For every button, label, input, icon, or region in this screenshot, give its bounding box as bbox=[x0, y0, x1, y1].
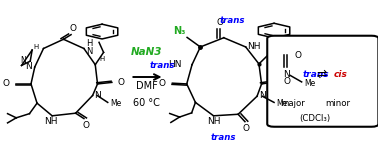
Text: NH: NH bbox=[207, 117, 220, 126]
Text: NaN3: NaN3 bbox=[131, 47, 163, 57]
Text: trans: trans bbox=[220, 16, 245, 25]
Text: DMF: DMF bbox=[136, 81, 158, 91]
Text: O: O bbox=[70, 24, 76, 33]
Text: cis: cis bbox=[333, 70, 347, 79]
Text: O: O bbox=[3, 79, 10, 88]
Text: minor: minor bbox=[325, 99, 350, 108]
Text: O: O bbox=[118, 78, 125, 87]
Text: N: N bbox=[25, 63, 32, 71]
Text: H: H bbox=[99, 56, 104, 62]
Text: N: N bbox=[94, 91, 101, 100]
Text: N: N bbox=[283, 70, 290, 79]
Text: Me: Me bbox=[110, 99, 121, 108]
Text: O: O bbox=[217, 18, 223, 27]
Text: O: O bbox=[294, 51, 301, 60]
Text: N: N bbox=[21, 56, 26, 65]
Text: N₃: N₃ bbox=[173, 26, 185, 36]
Text: NH: NH bbox=[44, 117, 58, 126]
Text: O: O bbox=[243, 124, 250, 133]
Text: Me: Me bbox=[276, 99, 287, 108]
Text: ⇌: ⇌ bbox=[317, 68, 327, 81]
Text: O: O bbox=[284, 77, 291, 86]
Text: trans: trans bbox=[302, 70, 329, 79]
Text: H: H bbox=[33, 44, 38, 50]
Text: Me: Me bbox=[304, 79, 315, 88]
Text: trans: trans bbox=[149, 61, 175, 70]
FancyBboxPatch shape bbox=[267, 36, 378, 127]
Text: major: major bbox=[280, 99, 305, 108]
Text: NH: NH bbox=[248, 42, 261, 51]
Text: (CDCl₃): (CDCl₃) bbox=[299, 114, 330, 123]
Text: N: N bbox=[259, 91, 266, 100]
Text: O: O bbox=[83, 121, 90, 130]
Text: H
N: H N bbox=[86, 39, 92, 56]
Text: HN: HN bbox=[168, 60, 181, 69]
Text: trans: trans bbox=[210, 133, 236, 142]
Text: 60 °C: 60 °C bbox=[133, 98, 160, 108]
Text: O: O bbox=[159, 79, 166, 88]
